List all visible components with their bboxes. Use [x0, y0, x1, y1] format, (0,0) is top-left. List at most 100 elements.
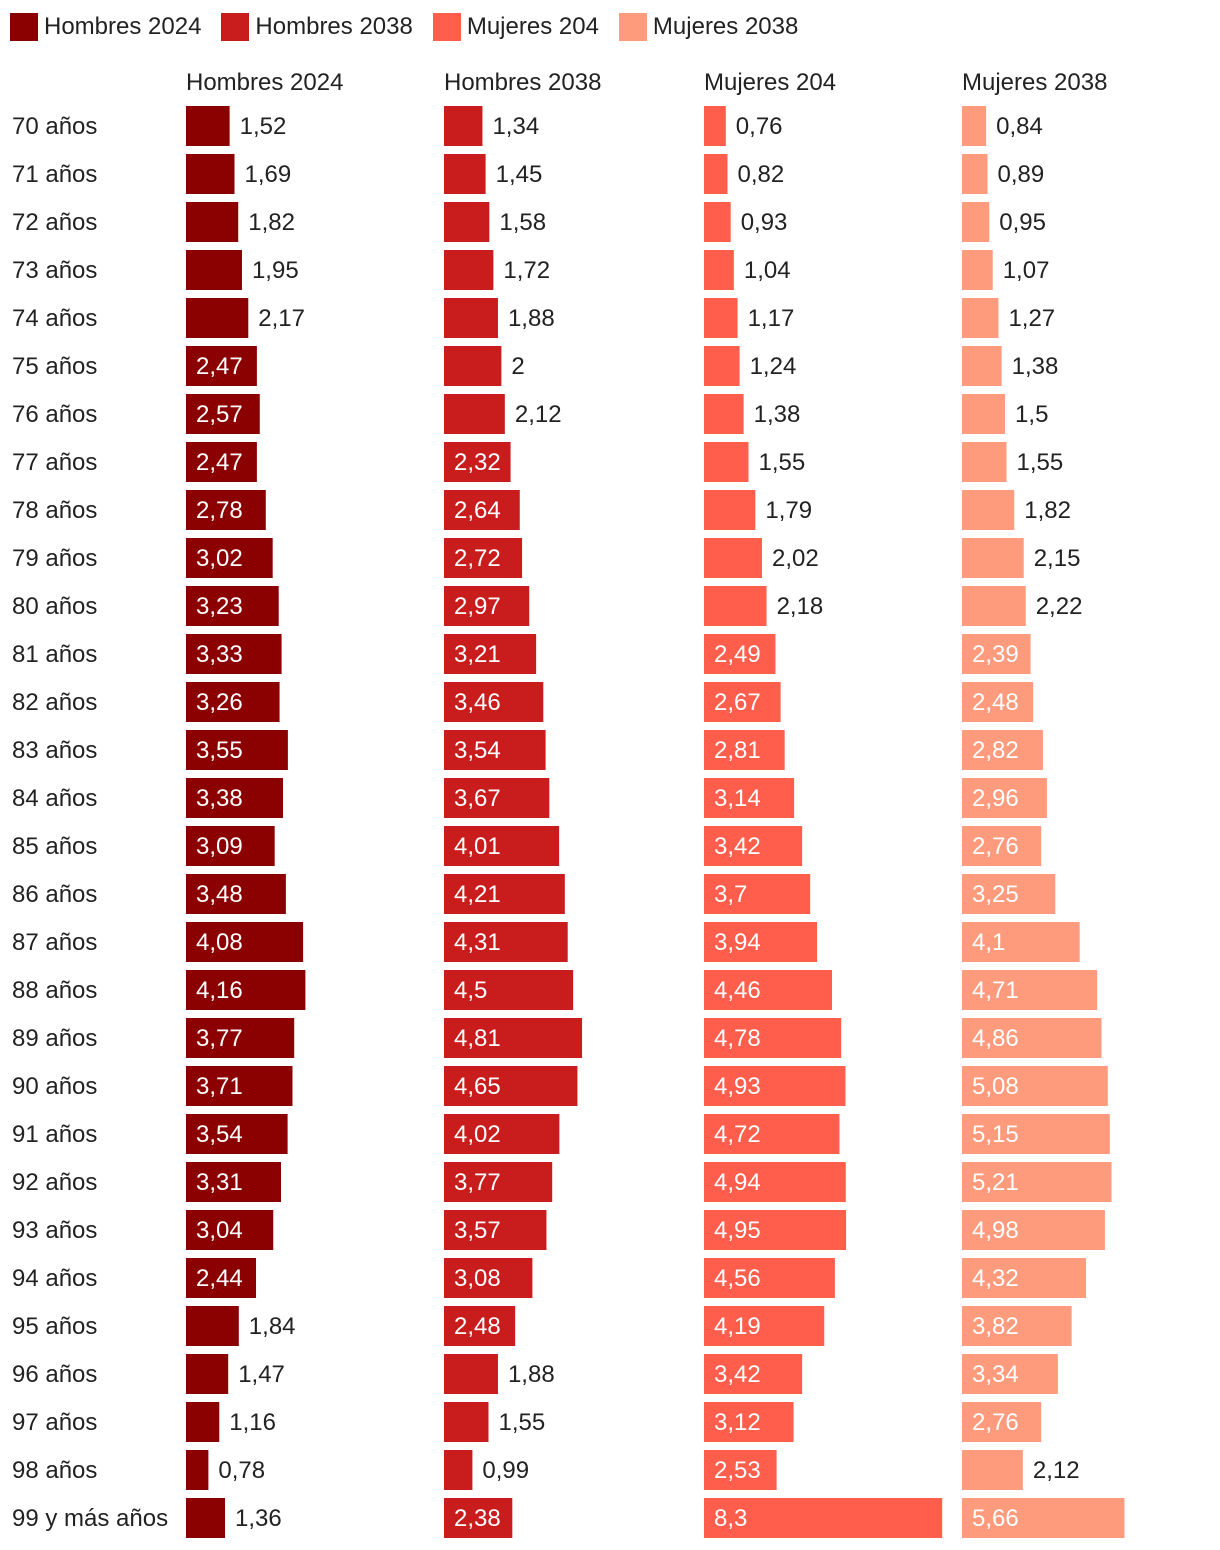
bar[interactable]: [962, 1450, 1023, 1490]
bar[interactable]: [704, 1450, 777, 1490]
bar[interactable]: [444, 538, 523, 578]
bar[interactable]: [444, 154, 486, 194]
bar[interactable]: [444, 106, 483, 146]
legend-item-hombres-2038[interactable]: Hombres 2038: [221, 13, 413, 41]
bar[interactable]: [186, 538, 273, 578]
bar[interactable]: [186, 1402, 220, 1442]
bar[interactable]: [186, 922, 304, 962]
bar[interactable]: [962, 154, 988, 194]
bar[interactable]: [704, 106, 726, 146]
bar[interactable]: [444, 922, 568, 962]
bar[interactable]: [962, 778, 1047, 818]
bar[interactable]: [186, 1210, 274, 1250]
bar[interactable]: [444, 730, 546, 770]
bar[interactable]: [962, 1210, 1105, 1250]
bar[interactable]: [962, 250, 993, 290]
bar[interactable]: [704, 394, 744, 434]
bar[interactable]: [962, 730, 1043, 770]
bar[interactable]: [444, 442, 511, 482]
bar[interactable]: [186, 1162, 281, 1202]
bar[interactable]: [186, 346, 257, 386]
bar[interactable]: [704, 1066, 846, 1106]
bar[interactable]: [704, 154, 728, 194]
bar[interactable]: [962, 490, 1015, 530]
bar[interactable]: [962, 1306, 1072, 1346]
bar[interactable]: [186, 442, 257, 482]
bar[interactable]: [704, 202, 731, 242]
bar[interactable]: [962, 922, 1080, 962]
bar[interactable]: [704, 250, 734, 290]
bar[interactable]: [704, 586, 767, 626]
bar[interactable]: [962, 1354, 1058, 1394]
bar[interactable]: [444, 1162, 553, 1202]
bar[interactable]: [704, 298, 738, 338]
bar[interactable]: [962, 874, 1056, 914]
bar[interactable]: [186, 1498, 226, 1538]
bar[interactable]: [444, 490, 520, 530]
bar[interactable]: [444, 346, 502, 386]
bar[interactable]: [186, 1258, 257, 1298]
bar[interactable]: [704, 490, 756, 530]
bar[interactable]: [962, 682, 1034, 722]
bar[interactable]: [704, 538, 762, 578]
bar[interactable]: [962, 394, 1006, 434]
bar[interactable]: [962, 1066, 1108, 1106]
bar[interactable]: [444, 298, 498, 338]
bar[interactable]: [444, 586, 530, 626]
bar[interactable]: [962, 442, 1007, 482]
bar[interactable]: [186, 874, 286, 914]
bar[interactable]: [186, 970, 306, 1010]
bar[interactable]: [186, 1066, 293, 1106]
bar[interactable]: [444, 394, 505, 434]
bar[interactable]: [444, 682, 544, 722]
bar[interactable]: [186, 778, 284, 818]
legend-item-hombres-2024[interactable]: Hombres 2024: [10, 13, 201, 41]
bar[interactable]: [704, 1498, 943, 1538]
bar[interactable]: [704, 1354, 803, 1394]
bar[interactable]: [444, 1066, 578, 1106]
bar[interactable]: [962, 1162, 1112, 1202]
legend-item-mujeres-204[interactable]: Mujeres 204: [432, 13, 599, 41]
bar[interactable]: [704, 1210, 847, 1250]
bar[interactable]: [962, 106, 987, 146]
bar[interactable]: [186, 490, 266, 530]
bar[interactable]: [704, 730, 785, 770]
bar[interactable]: [444, 202, 490, 242]
bar[interactable]: [186, 298, 249, 338]
bar[interactable]: [186, 106, 230, 146]
bar[interactable]: [444, 1450, 473, 1490]
bar[interactable]: [704, 682, 781, 722]
bar[interactable]: [962, 1402, 1042, 1442]
bar[interactable]: [444, 1114, 560, 1154]
bar[interactable]: [186, 1018, 295, 1058]
bar[interactable]: [962, 1498, 1125, 1538]
bar[interactable]: [186, 1306, 239, 1346]
bar[interactable]: [962, 826, 1042, 866]
bar[interactable]: [962, 634, 1031, 674]
bar[interactable]: [186, 1354, 229, 1394]
bar[interactable]: [704, 1018, 842, 1058]
bar[interactable]: [962, 1114, 1110, 1154]
legend-item-mujeres-2038[interactable]: Mujeres 2038: [618, 13, 798, 41]
bar[interactable]: [444, 1258, 533, 1298]
bar[interactable]: [704, 1402, 794, 1442]
bar[interactable]: [704, 1306, 825, 1346]
bar[interactable]: [962, 1258, 1086, 1298]
bar[interactable]: [186, 154, 235, 194]
bar[interactable]: [444, 970, 574, 1010]
bar[interactable]: [444, 826, 560, 866]
bar[interactable]: [704, 442, 749, 482]
bar[interactable]: [444, 1402, 489, 1442]
bar[interactable]: [704, 970, 833, 1010]
bar[interactable]: [186, 394, 260, 434]
bar[interactable]: [704, 1258, 835, 1298]
bar[interactable]: [186, 682, 280, 722]
bar[interactable]: [962, 346, 1002, 386]
bar[interactable]: [704, 346, 740, 386]
bar[interactable]: [186, 1114, 288, 1154]
bar[interactable]: [704, 922, 818, 962]
bar[interactable]: [704, 826, 803, 866]
bar[interactable]: [704, 874, 811, 914]
bar[interactable]: [186, 202, 239, 242]
bar[interactable]: [962, 202, 990, 242]
